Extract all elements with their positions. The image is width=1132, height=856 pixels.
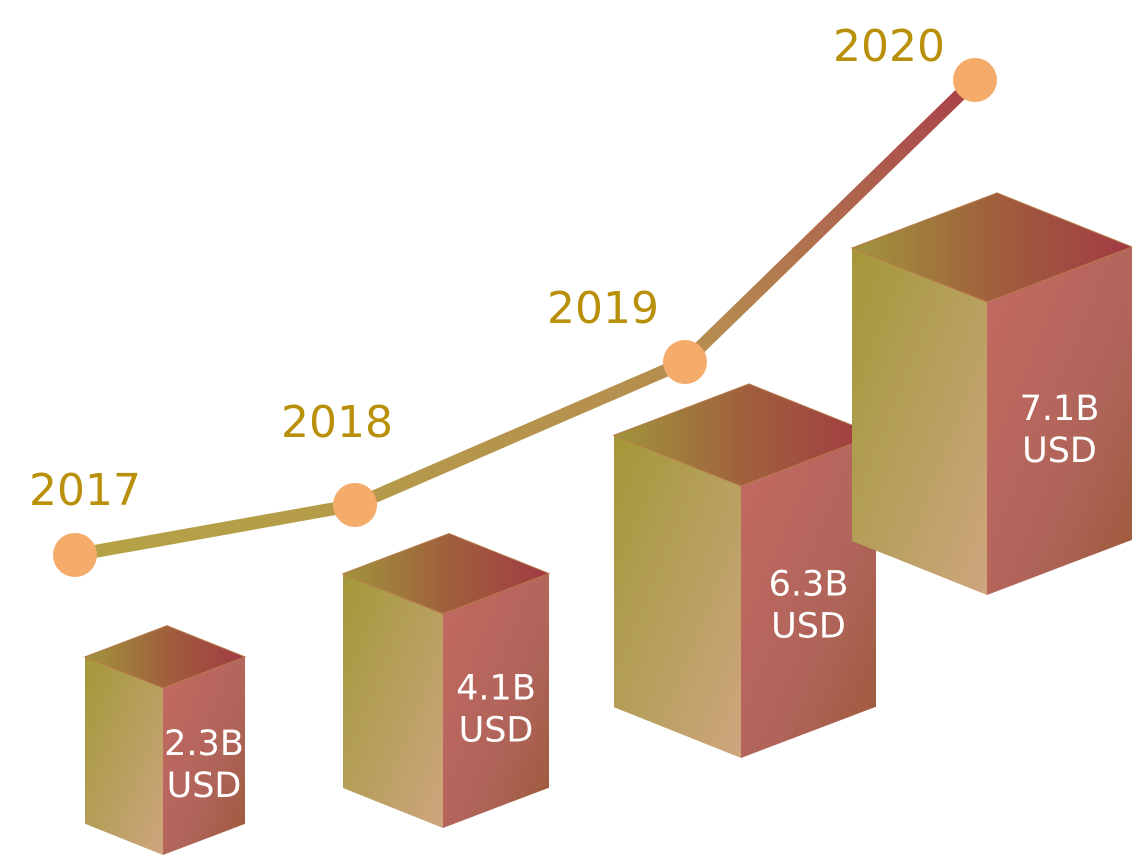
value-label: 6.3B USD [769, 564, 849, 646]
box-right-face [987, 246, 1132, 596]
box: 4.1B USD [341, 532, 551, 828]
year-labels: 2017 2018 2019 2020 [29, 21, 945, 516]
value-label: 4.1B USD [456, 669, 536, 751]
dot [953, 58, 997, 102]
value-label: 7.1B USD [1020, 389, 1100, 471]
box-top-face [341, 532, 551, 615]
boxes: 2.3B USD 4.1B USD 6.3B USD 7.1B USD [83, 192, 1132, 855]
year-label: 2018 [281, 397, 393, 448]
box: 2.3B USD [83, 625, 247, 855]
dot [333, 483, 377, 527]
box-top-face [83, 625, 247, 689]
year-label: 2017 [29, 465, 141, 516]
year-label: 2019 [547, 283, 659, 334]
dots [53, 58, 997, 577]
box: 7.1B USD [850, 192, 1132, 596]
box-left-face [852, 248, 987, 595]
box: 6.3B USD [612, 383, 878, 758]
box-right-face [443, 573, 549, 828]
box-top-face [850, 192, 1132, 303]
trend-line [73, 75, 980, 562]
box-left-face [85, 656, 163, 855]
box-left-face [343, 573, 443, 828]
dot [53, 533, 97, 577]
year-label: 2020 [833, 21, 945, 72]
box-left-face [614, 435, 741, 758]
box-right-face [163, 656, 245, 855]
value-label: 2.3B USD [164, 724, 244, 806]
dot [663, 340, 707, 384]
box-right-face [741, 434, 876, 758]
